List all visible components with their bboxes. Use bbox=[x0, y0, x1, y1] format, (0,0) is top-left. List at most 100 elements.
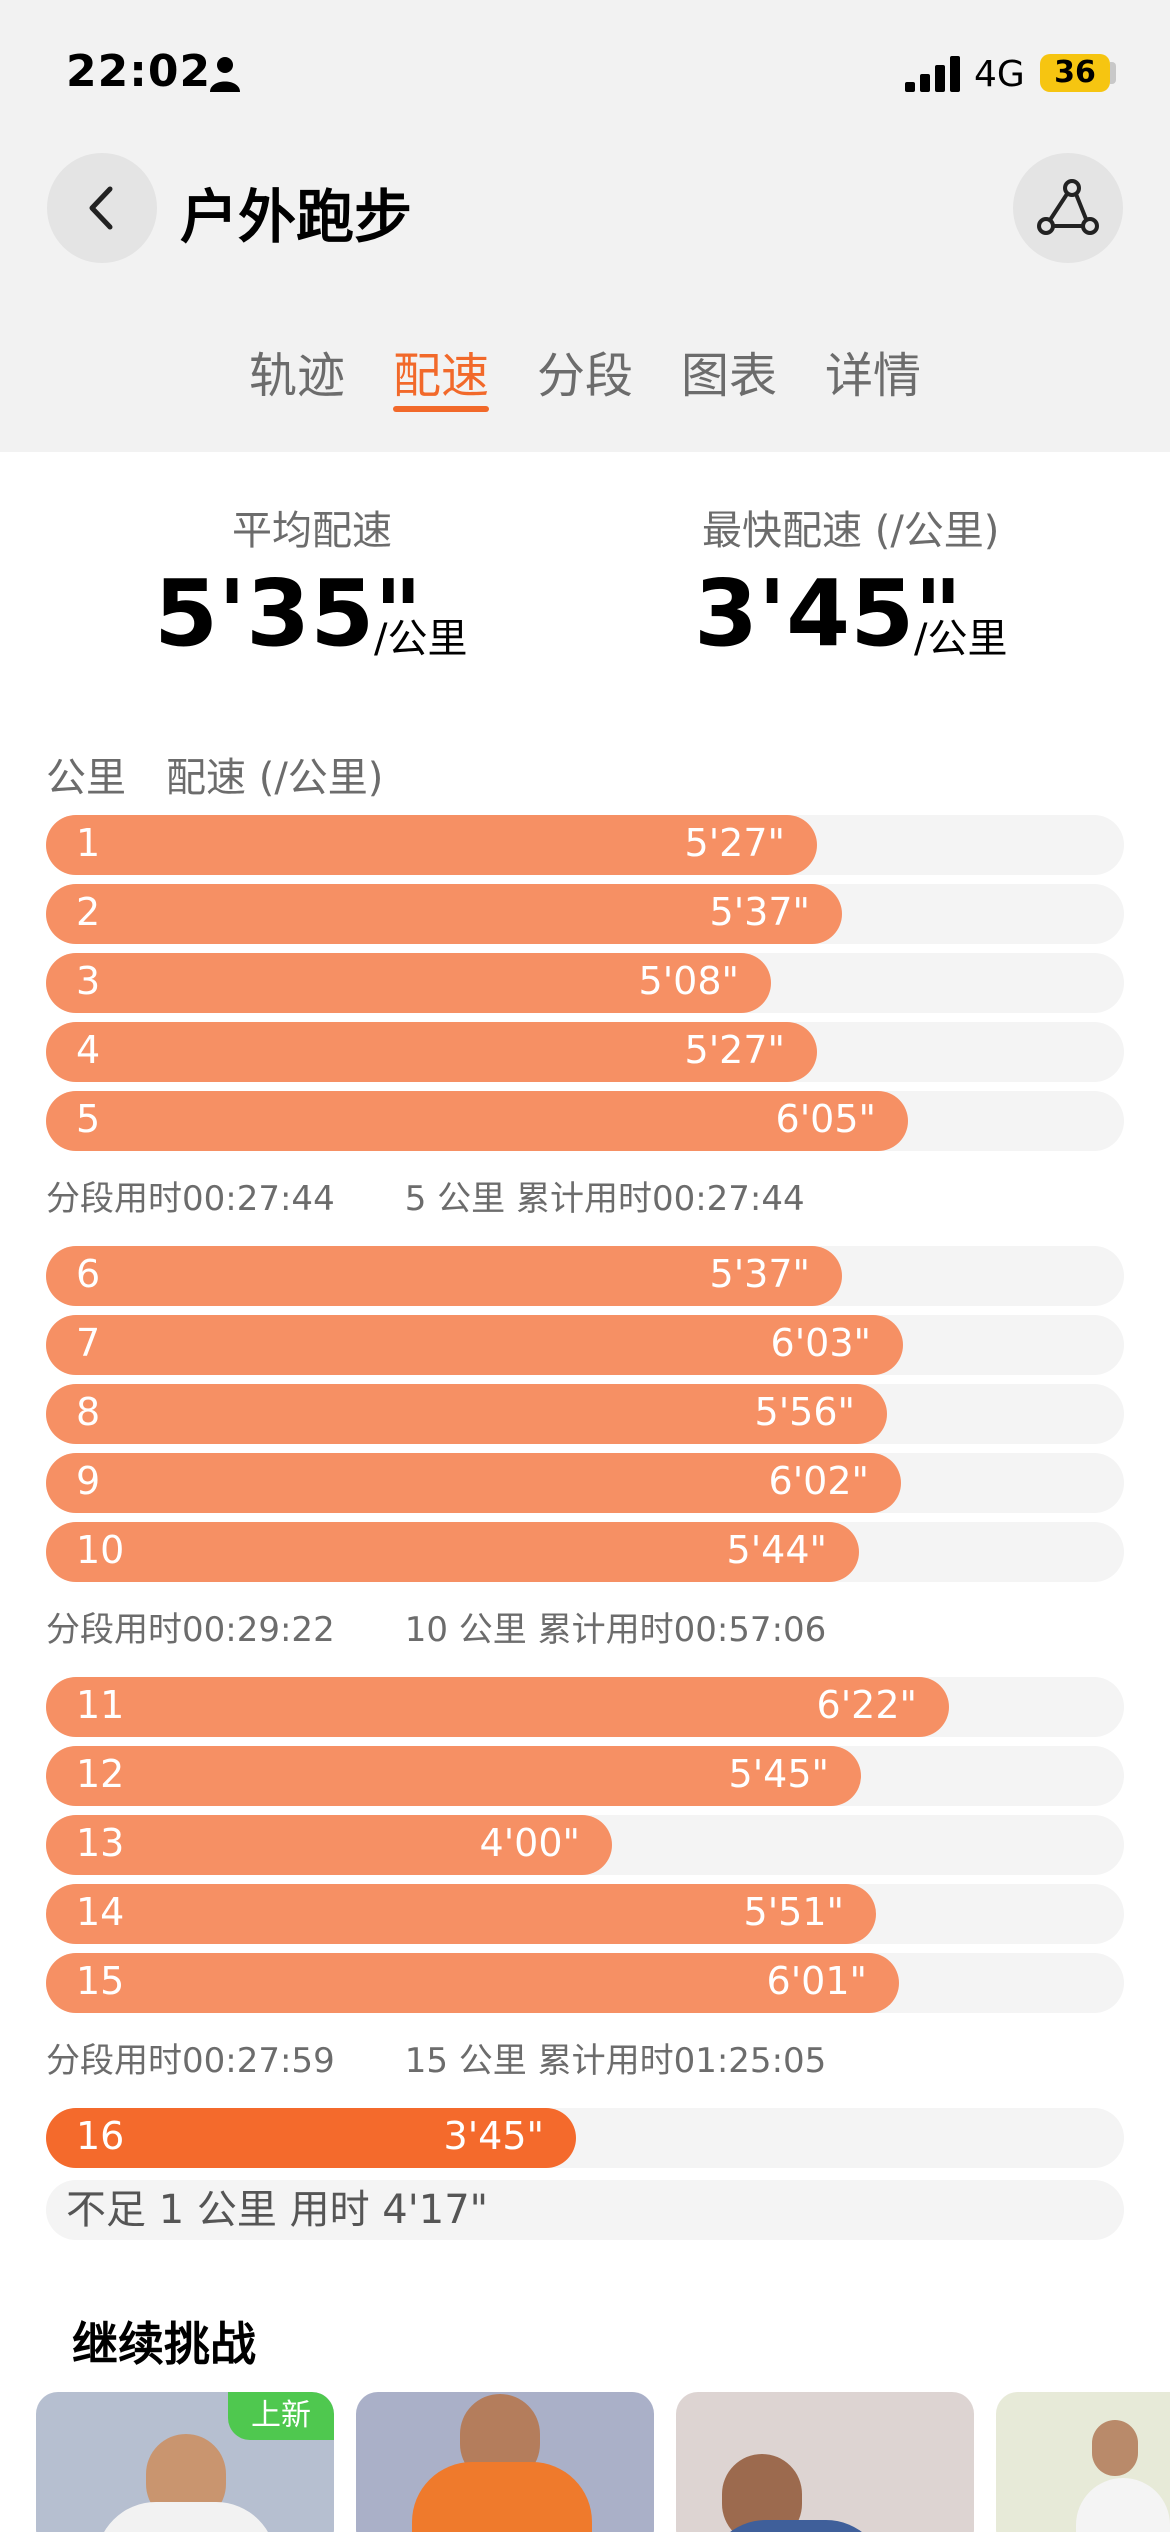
km-label: 13 bbox=[76, 1821, 125, 1865]
pace-bar bbox=[46, 1453, 901, 1513]
pace-bar bbox=[46, 1522, 859, 1582]
segment-summary: 分段用时00:27:44 5 公里 累计用时00:27:44 bbox=[46, 1171, 805, 1220]
avg-pace-label: 平均配速 bbox=[232, 508, 392, 554]
list-header: 公里 配速 (/公里) bbox=[46, 745, 423, 803]
pace-row: 4 5'27" bbox=[46, 1022, 1124, 1082]
km-label: 1 bbox=[76, 821, 101, 865]
column-pace: 配速 (/公里) bbox=[166, 755, 384, 801]
pace-row: 11 6'22" bbox=[46, 1677, 1124, 1737]
pace-row: 16 3'45" bbox=[46, 2108, 1124, 2168]
km-label: 6 bbox=[76, 1252, 101, 1296]
trainer-figure bbox=[706, 2520, 886, 2532]
pace-bar bbox=[46, 1384, 887, 1444]
km-label: 9 bbox=[76, 1459, 101, 1503]
pace-row: 14 5'51" bbox=[46, 1884, 1124, 1944]
pace-row: 7 6'03" bbox=[46, 1315, 1124, 1375]
new-badge: 上新 bbox=[228, 2392, 334, 2440]
pace-label: 6'05" bbox=[775, 1097, 876, 1141]
pace-row: 1 5'27" bbox=[46, 815, 1124, 875]
km-label: 3 bbox=[76, 959, 101, 1003]
pace-bar bbox=[46, 1815, 612, 1875]
segment-cumulative-time: 15 公里 累计用时01:25:05 bbox=[404, 2041, 827, 2081]
tab-charts[interactable]: 图表 bbox=[680, 348, 777, 404]
pace-bar bbox=[46, 1315, 903, 1375]
trainer-figure bbox=[412, 2462, 592, 2532]
km-label: 7 bbox=[76, 1321, 101, 1365]
km-label: 15 bbox=[76, 1959, 125, 2003]
network-label: 4G bbox=[974, 54, 1025, 95]
pace-bar bbox=[46, 815, 817, 875]
pace-label: 5'27" bbox=[684, 821, 785, 865]
tab-segments[interactable]: 分段 bbox=[536, 348, 633, 404]
pace-row: 9 6'02" bbox=[46, 1453, 1124, 1513]
back-button[interactable] bbox=[47, 153, 157, 263]
pace-label: 3'45" bbox=[443, 2114, 544, 2158]
pace-row: 6 5'37" bbox=[46, 1246, 1124, 1306]
page-title: 户外跑步 bbox=[180, 183, 413, 251]
route-button[interactable] bbox=[1013, 153, 1123, 263]
fastest-pace-value: 3'45" bbox=[694, 560, 963, 667]
trainer-figure bbox=[1092, 2420, 1138, 2476]
tab-track[interactable]: 轨迹 bbox=[248, 348, 345, 404]
km-label: 14 bbox=[76, 1890, 125, 1934]
fastest-pace-unit: /公里 bbox=[914, 616, 1008, 662]
route-icon bbox=[1037, 179, 1099, 235]
pace-label: 5'37" bbox=[709, 1252, 810, 1296]
tab-active-indicator bbox=[393, 406, 489, 412]
pace-label: 6'03" bbox=[770, 1321, 871, 1365]
pace-label: 5'56" bbox=[754, 1390, 855, 1434]
signal-icon bbox=[905, 56, 960, 92]
pace-bar bbox=[46, 1091, 908, 1151]
section-title-challenge: 继续挑战 bbox=[72, 2317, 256, 2371]
km-label: 4 bbox=[76, 1028, 101, 1072]
pace-row: 13 4'00" bbox=[46, 1815, 1124, 1875]
segment-split-time: 分段用时00:29:22 bbox=[46, 1610, 335, 1650]
fastest-pace-label: 最快配速 (/公里) bbox=[702, 508, 1000, 554]
pace-bar bbox=[46, 2108, 576, 2168]
pace-bar bbox=[46, 884, 842, 944]
km-label: 10 bbox=[76, 1528, 125, 1572]
avg-pace-value: 5'35" bbox=[154, 560, 423, 667]
pace-label: 5'08" bbox=[638, 959, 739, 1003]
km-label: 16 bbox=[76, 2114, 125, 2158]
pace-bar bbox=[46, 1746, 861, 1806]
segment-split-time: 分段用时00:27:59 bbox=[46, 2041, 335, 2081]
challenge-card[interactable] bbox=[356, 2392, 654, 2532]
km-label: 12 bbox=[76, 1752, 125, 1796]
battery-indicator: 36 bbox=[1040, 54, 1110, 92]
pace-row: 3 5'08" bbox=[46, 953, 1124, 1013]
trainer-figure bbox=[96, 2502, 276, 2532]
challenge-card[interactable] bbox=[996, 2392, 1170, 2532]
pace-row: 10 5'44" bbox=[46, 1522, 1124, 1582]
tab-bar: 轨迹 配速 分段 图表 详情 bbox=[0, 336, 1170, 416]
pace-bar bbox=[46, 1022, 817, 1082]
remainder-row: 不足 1 公里 用时 4'17" bbox=[46, 2180, 1124, 2240]
tab-details[interactable]: 详情 bbox=[824, 348, 921, 404]
segment-summary: 分段用时00:29:22 10 公里 累计用时00:57:06 bbox=[46, 1602, 826, 1651]
segment-summary: 分段用时00:27:59 15 公里 累计用时01:25:05 bbox=[46, 2033, 826, 2082]
pace-bar bbox=[46, 953, 771, 1013]
km-label: 11 bbox=[76, 1683, 125, 1727]
km-label: 5 bbox=[76, 1097, 101, 1141]
chevron-left-icon bbox=[89, 186, 113, 230]
segment-split-time: 分段用时00:27:44 bbox=[46, 1179, 335, 1219]
segment-cumulative-time: 10 公里 累计用时00:57:06 bbox=[404, 1610, 827, 1650]
pace-bar bbox=[46, 1953, 899, 2013]
pace-row: 2 5'37" bbox=[46, 884, 1124, 944]
pace-label: 6'22" bbox=[816, 1683, 917, 1727]
km-label: 8 bbox=[76, 1390, 101, 1434]
pace-label: 4'00" bbox=[479, 1821, 580, 1865]
person-icon bbox=[210, 57, 240, 92]
tab-pace[interactable]: 配速 bbox=[392, 348, 489, 404]
avg-pace-unit: /公里 bbox=[374, 616, 468, 662]
challenge-card[interactable] bbox=[676, 2392, 974, 2532]
trainer-figure bbox=[1076, 2478, 1170, 2532]
pace-label: 5'27" bbox=[684, 1028, 785, 1072]
km-label: 2 bbox=[76, 890, 101, 934]
pace-bar bbox=[46, 1884, 876, 1944]
pace-label: 5'45" bbox=[728, 1752, 829, 1796]
pace-label: 5'51" bbox=[743, 1890, 844, 1934]
status-time: 22:02 bbox=[66, 46, 212, 97]
pace-label: 5'37" bbox=[709, 890, 810, 934]
challenge-card[interactable]: 上新 bbox=[36, 2392, 334, 2532]
